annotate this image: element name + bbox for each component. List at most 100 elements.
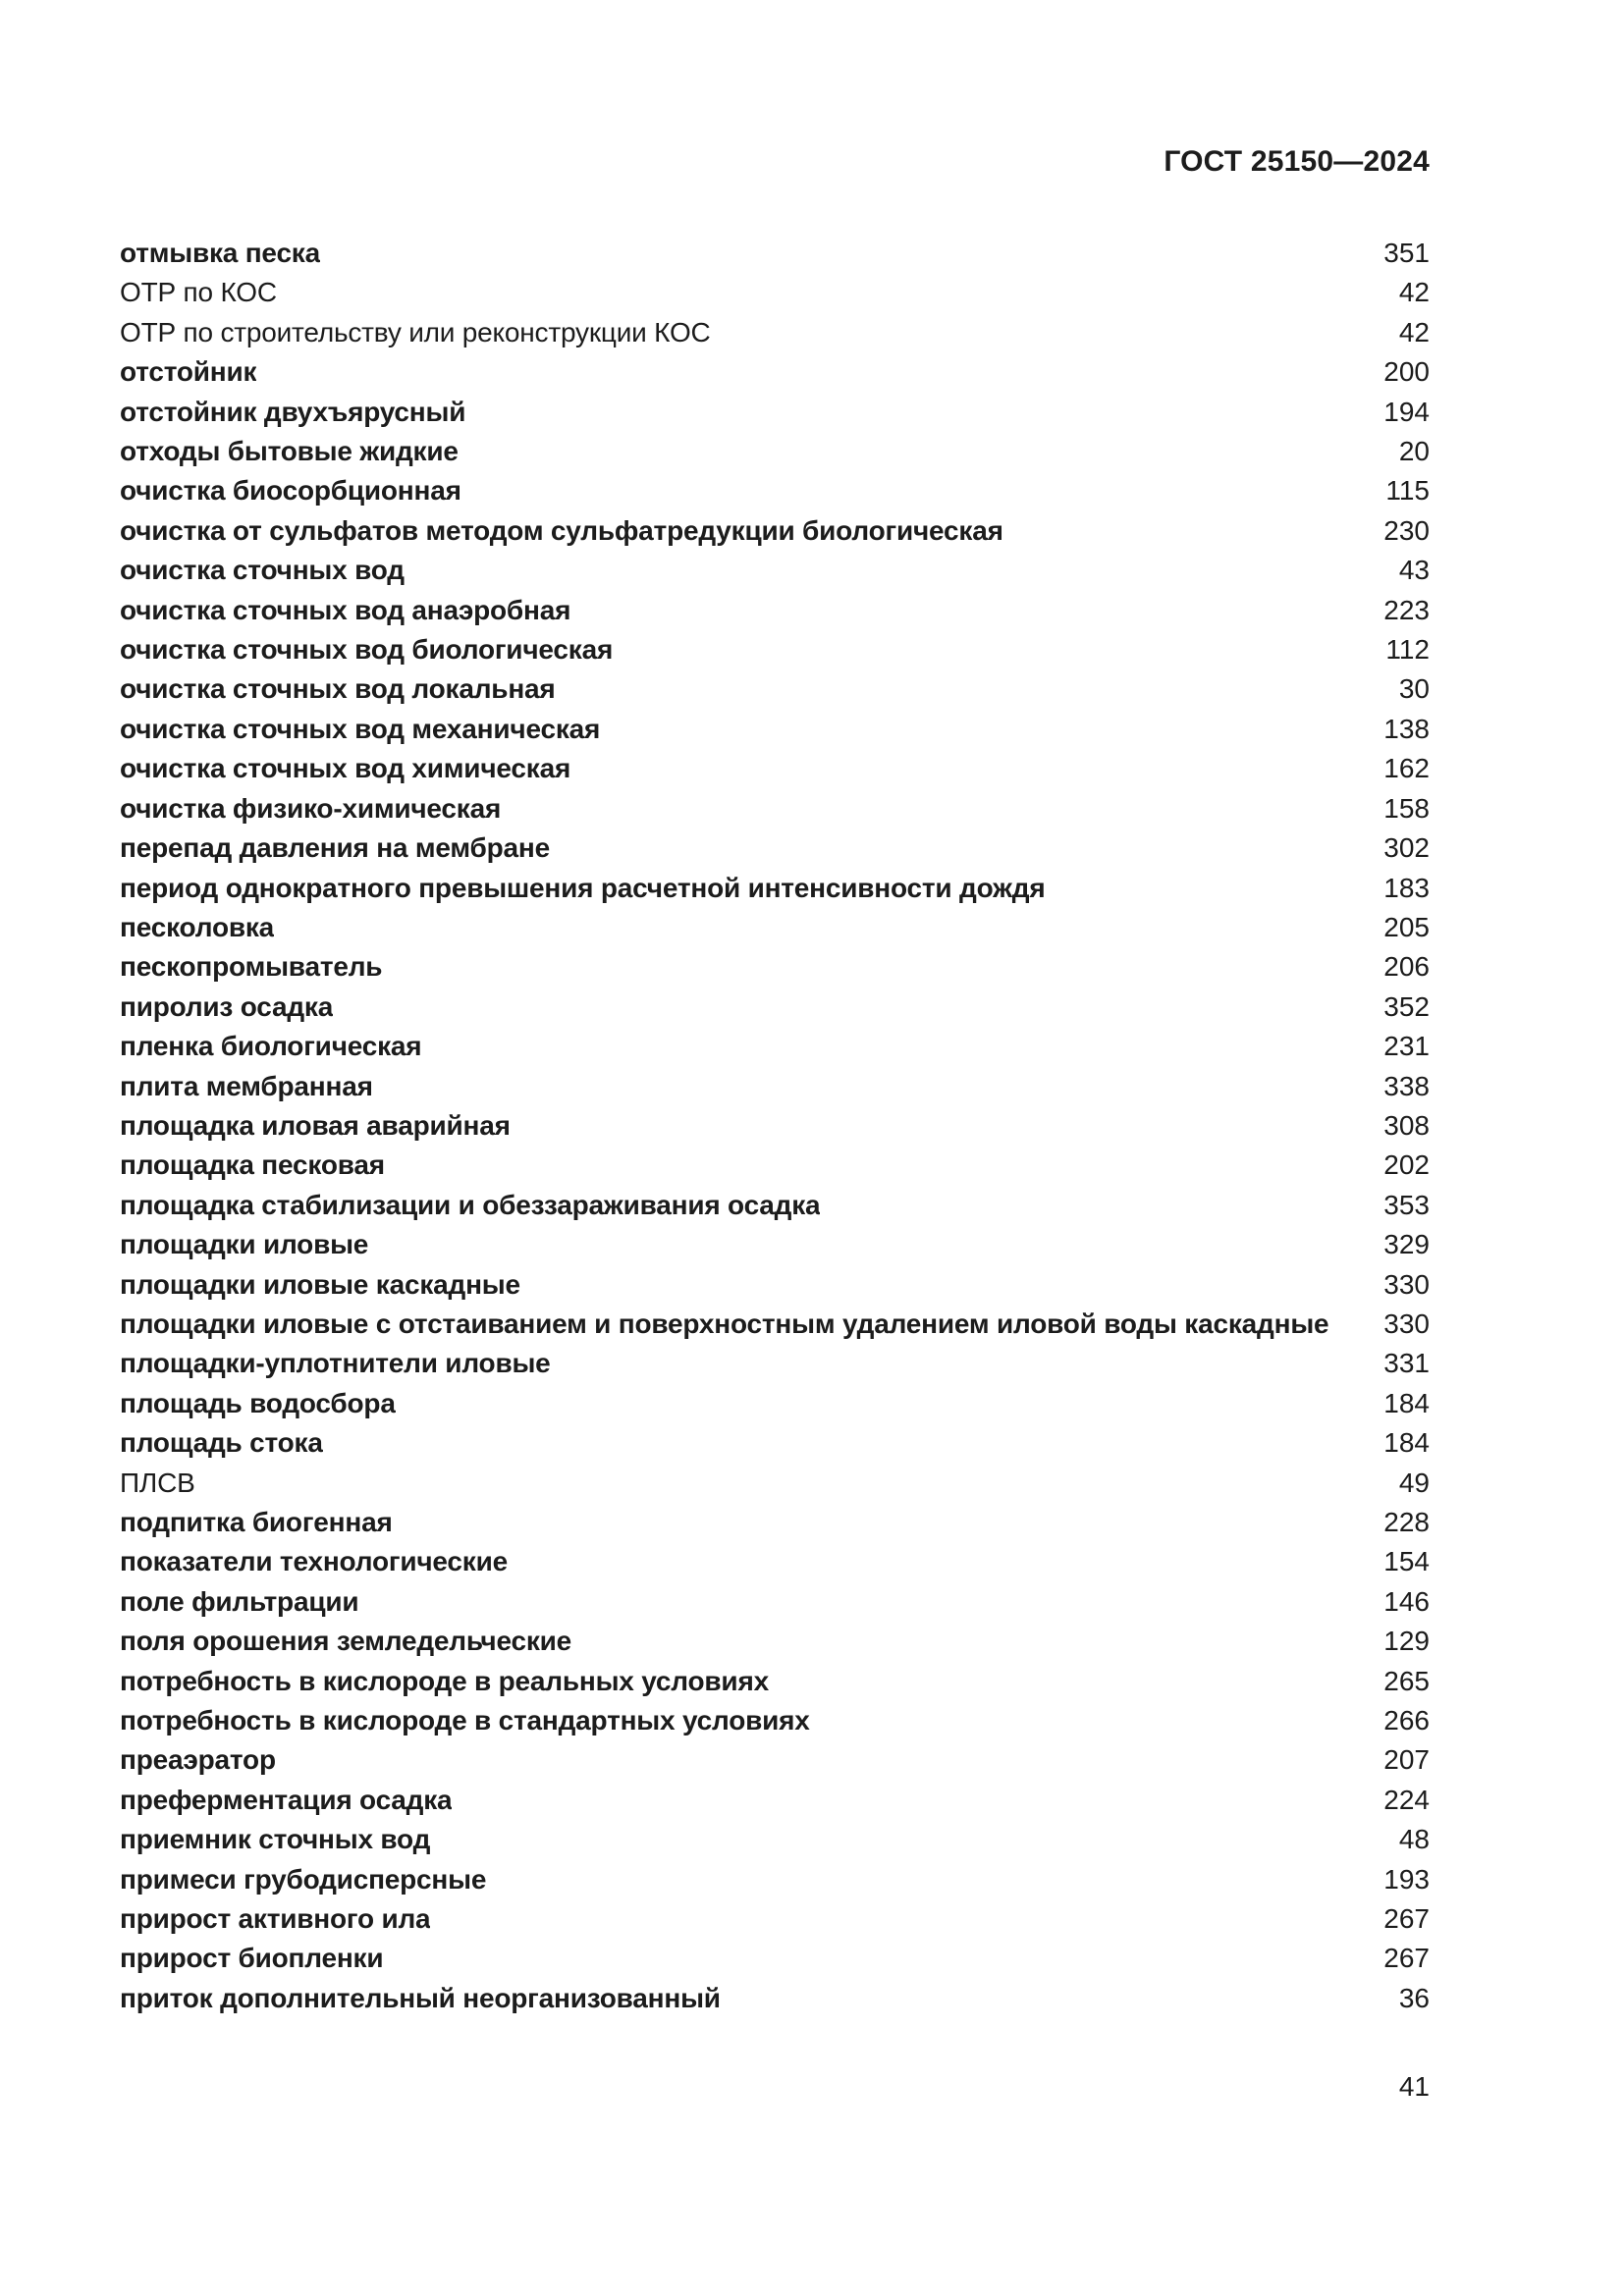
index-entry-term: площадки-уплотнители иловые [120,1348,551,1379]
index-entry: ОТР по КОС 42 [120,273,1430,312]
index-entry: показатели технологические 154 [120,1542,1430,1581]
index-entry: период однократного превышения расчетной… [120,869,1430,908]
index-entry-term: период однократного превышения расчетной… [120,872,1046,903]
index-entry: песколовка 205 [120,908,1430,947]
index-entry-page: 193 [1383,1863,1430,1895]
index-entry-term: площадь стока [120,1427,323,1459]
index-entry-page: 205 [1383,911,1430,942]
index-entry-page: 206 [1383,951,1430,983]
index-entry-page: 330 [1383,1308,1430,1339]
index-entry-page: 266 [1383,1705,1430,1736]
index-entry-page: 200 [1383,356,1430,388]
index-entry-page: 49 [1398,1467,1430,1498]
index-entry-term: площадки иловые каскадные [120,1268,520,1300]
index-entry-term: отходы бытовые жидкие [120,436,459,467]
index-entry-page: 183 [1383,872,1430,903]
index-entry: приемник сточных вод 48 [120,1820,1430,1859]
index-entry-page: 20 [1398,436,1430,467]
index-entry: очистка физико-химическая 158 [120,789,1430,828]
index-entry-page: 202 [1383,1149,1430,1181]
index-entry: преаэратор 207 [120,1740,1430,1780]
index-entry-page: 30 [1398,673,1430,705]
index-entry: отходы бытовые жидкие 20 [120,432,1430,471]
index-entry-page: 302 [1383,832,1430,864]
index-entry-page: 338 [1383,1070,1430,1101]
index-entry-term: ПЛСВ [120,1467,195,1498]
index-entry: очистка от сульфатов методом сульфатреду… [120,511,1430,551]
index-entry-page: 265 [1383,1665,1430,1696]
index-entry: отстойник 200 [120,352,1430,392]
index-entry: очистка биосорбционная 115 [120,471,1430,510]
index-entry-page: 184 [1383,1387,1430,1418]
index-entry-term: преферментация осадка [120,1784,453,1815]
index-entry-term: примеси грубодисперсные [120,1863,487,1895]
index-entry-page: 228 [1383,1507,1430,1537]
index-entry-term: очистка от сульфатов методом сульфатреду… [120,514,1003,546]
page-footer: 41 [120,2067,1430,2107]
index-entry: отстойник двухъярусный 194 [120,393,1430,432]
document-header: ГОСТ 25150—2024 [120,145,1430,179]
index-entry: перепад давления на мембране 302 [120,828,1430,868]
page-number: 41 [1398,2071,1430,2102]
index-entry-term: перепад давления на мембране [120,832,550,864]
index-entry: прирост активного ила 267 [120,1899,1430,1939]
index-entry-page: 330 [1383,1268,1430,1300]
index-entry-page: 129 [1383,1626,1430,1657]
index-entry: приток дополнительный неорганизованный 3… [120,1979,1430,2018]
index-entry-term: очистка сточных вод анаэробная [120,594,571,625]
index-entry: очистка сточных вод локальная 30 [120,669,1430,709]
index-entry: площадки иловые с отстаиванием и поверхн… [120,1305,1430,1344]
index-entry-page: 352 [1383,990,1430,1022]
index-entry-term: площадь водосбора [120,1387,396,1418]
index-entry: очистка сточных вод биологическая 112 [120,630,1430,669]
index-entry-term: показатели технологические [120,1546,508,1577]
standard-designation: ГОСТ 25150—2024 [1164,145,1430,178]
index-entry: пескопромыватель 206 [120,947,1430,987]
index-entry: ПЛСВ 49 [120,1464,1430,1503]
index-entry: отмывка песка 351 [120,234,1430,273]
index-entry: примеси грубодисперсные 193 [120,1860,1430,1899]
index-entry-term: ОТР по КОС [120,277,277,308]
index-entry: подпитка биогенная 228 [120,1503,1430,1542]
index-entry-term: площадка иловая аварийная [120,1109,511,1141]
index-entry: пленка биологическая 231 [120,1027,1430,1066]
index-entry-term: приемник сточных вод [120,1824,431,1855]
index-entry-term: поле фильтрации [120,1585,359,1617]
index-entry-page: 223 [1383,594,1430,625]
index-entry-term: очистка сточных вод механическая [120,713,601,744]
index-entry-term: площадка стабилизации и обеззараживания … [120,1189,821,1220]
index-entry-page: 207 [1383,1744,1430,1776]
index-entry-term: площадки иловые [120,1229,369,1260]
index-entry-term: потребность в кислороде в стандартных ус… [120,1705,810,1736]
index-entry: прирост биопленки 267 [120,1939,1430,1978]
index-entry-term: прирост биопленки [120,1943,384,1974]
index-entry-page: 36 [1398,1982,1430,2013]
index-entry-page: 329 [1383,1229,1430,1260]
index-entry: площадка песковая 202 [120,1146,1430,1185]
index-entry-page: 138 [1383,713,1430,744]
index-entry-term: очистка сточных вод [120,555,405,586]
index-entry-page: 43 [1398,555,1430,586]
index-entry-page: 351 [1383,238,1430,268]
index-list: отмывка песка 351 ОТР по КОС 42 ОТР по с… [120,234,1430,2018]
index-entry-page: 308 [1383,1109,1430,1141]
index-entry-page: 48 [1398,1824,1430,1855]
index-entry-term: пескопромыватель [120,951,383,983]
index-entry: преферментация осадка 224 [120,1781,1430,1820]
index-entry: площадки иловые 329 [120,1225,1430,1264]
index-entry-term: приток дополнительный неорганизованный [120,1982,721,2013]
index-entry-page: 162 [1383,753,1430,784]
index-entry-page: 146 [1383,1585,1430,1617]
index-entry-term: очистка биосорбционная [120,475,461,507]
index-entry-page: 154 [1383,1546,1430,1577]
index-entry-term: отстойник двухъярусный [120,396,466,427]
index-entry-page: 230 [1383,514,1430,546]
index-entry: ОТР по строительству или реконструкции К… [120,313,1430,352]
index-entry-term: ОТР по строительству или реконструкции К… [120,316,711,347]
index-entry: пиролиз осадка 352 [120,988,1430,1027]
index-entry-term: поля орошения земледельческие [120,1626,572,1657]
index-entry-page: 267 [1383,1903,1430,1935]
index-entry: очистка сточных вод анаэробная 223 [120,591,1430,630]
index-entry-page: 115 [1385,475,1430,507]
